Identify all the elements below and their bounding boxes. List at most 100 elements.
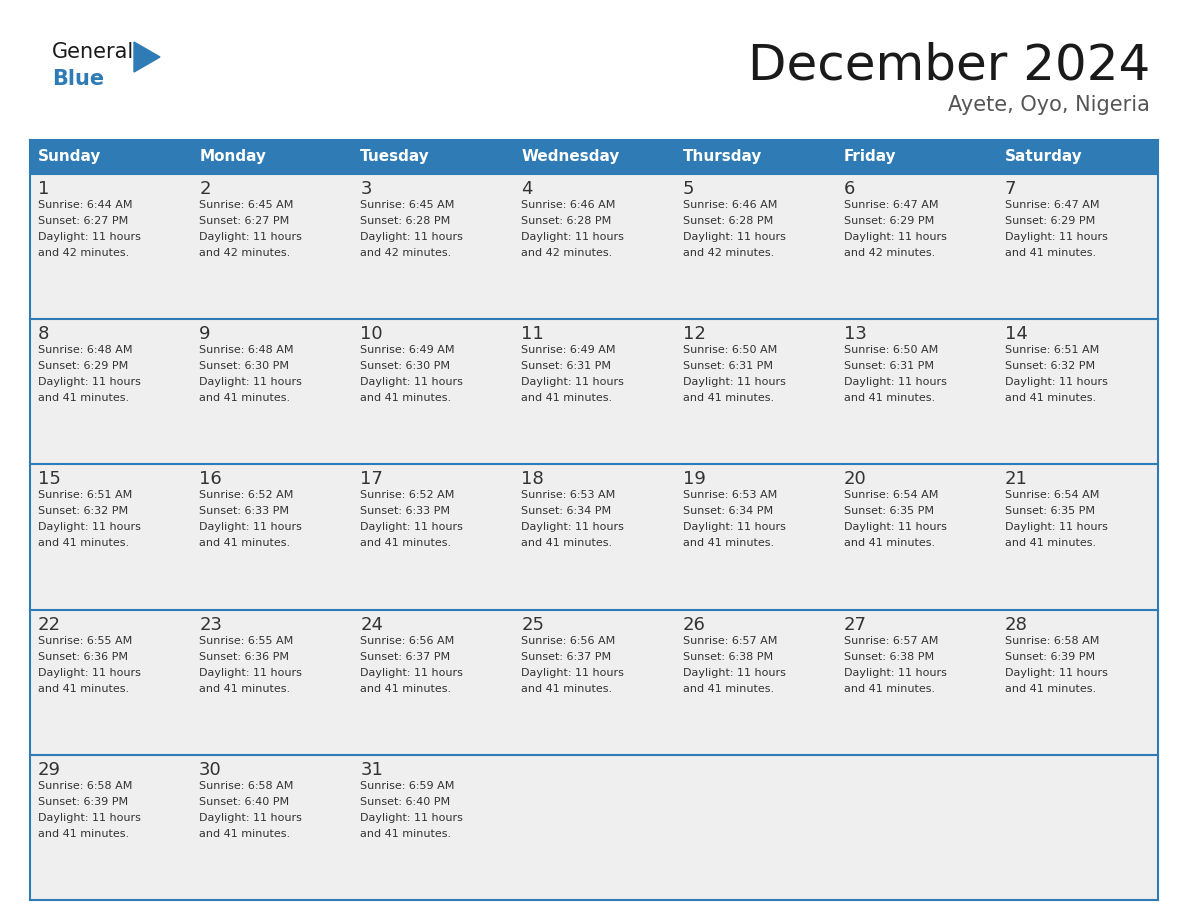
Text: 29: 29	[38, 761, 61, 778]
Text: and 41 minutes.: and 41 minutes.	[38, 538, 129, 548]
Text: Sunset: 6:31 PM: Sunset: 6:31 PM	[522, 361, 612, 371]
Text: Ayete, Oyo, Nigeria: Ayete, Oyo, Nigeria	[948, 95, 1150, 115]
Bar	[30, 755, 1158, 900]
Text: Sunset: 6:34 PM: Sunset: 6:34 PM	[522, 507, 612, 517]
Text: Daylight: 11 hours: Daylight: 11 hours	[522, 377, 625, 387]
Text: Sunrise: 6:49 AM: Sunrise: 6:49 AM	[360, 345, 455, 355]
Text: Daylight: 11 hours: Daylight: 11 hours	[522, 667, 625, 677]
Text: Daylight: 11 hours: Daylight: 11 hours	[843, 667, 947, 677]
Text: Sunday: Sunday	[38, 150, 101, 164]
Text: and 41 minutes.: and 41 minutes.	[843, 538, 935, 548]
Text: Daylight: 11 hours: Daylight: 11 hours	[683, 522, 785, 532]
Text: Sunrise: 6:54 AM: Sunrise: 6:54 AM	[843, 490, 939, 500]
Text: 16: 16	[200, 470, 222, 488]
Text: Sunrise: 6:56 AM: Sunrise: 6:56 AM	[360, 635, 455, 645]
Text: Monday: Monday	[200, 150, 266, 164]
Text: Sunrise: 6:58 AM: Sunrise: 6:58 AM	[1005, 635, 1099, 645]
Text: and 41 minutes.: and 41 minutes.	[38, 684, 129, 694]
Text: Daylight: 11 hours: Daylight: 11 hours	[843, 522, 947, 532]
Text: and 41 minutes.: and 41 minutes.	[1005, 393, 1097, 403]
Text: Daylight: 11 hours: Daylight: 11 hours	[200, 377, 302, 387]
Text: Daylight: 11 hours: Daylight: 11 hours	[38, 812, 141, 823]
Text: Daylight: 11 hours: Daylight: 11 hours	[683, 377, 785, 387]
Text: Sunrise: 6:58 AM: Sunrise: 6:58 AM	[38, 781, 132, 790]
Text: Friday: Friday	[843, 150, 896, 164]
Text: Daylight: 11 hours: Daylight: 11 hours	[1005, 522, 1107, 532]
Text: Sunrise: 6:55 AM: Sunrise: 6:55 AM	[200, 635, 293, 645]
Bar	[30, 319, 1158, 465]
Text: and 42 minutes.: and 42 minutes.	[843, 248, 935, 258]
Text: Sunrise: 6:48 AM: Sunrise: 6:48 AM	[200, 345, 293, 355]
Text: and 41 minutes.: and 41 minutes.	[683, 538, 773, 548]
Text: Sunrise: 6:50 AM: Sunrise: 6:50 AM	[683, 345, 777, 355]
Text: Daylight: 11 hours: Daylight: 11 hours	[360, 232, 463, 242]
Text: Sunrise: 6:52 AM: Sunrise: 6:52 AM	[200, 490, 293, 500]
Text: Sunrise: 6:46 AM: Sunrise: 6:46 AM	[522, 200, 615, 210]
Text: Daylight: 11 hours: Daylight: 11 hours	[38, 232, 141, 242]
Text: and 41 minutes.: and 41 minutes.	[843, 684, 935, 694]
Text: Sunrise: 6:51 AM: Sunrise: 6:51 AM	[1005, 345, 1099, 355]
Text: Sunrise: 6:57 AM: Sunrise: 6:57 AM	[683, 635, 777, 645]
Text: Blue: Blue	[52, 69, 105, 89]
Text: Wednesday: Wednesday	[522, 150, 620, 164]
Text: Daylight: 11 hours: Daylight: 11 hours	[843, 377, 947, 387]
Text: General: General	[52, 42, 134, 62]
Text: Sunrise: 6:56 AM: Sunrise: 6:56 AM	[522, 635, 615, 645]
Text: Sunset: 6:29 PM: Sunset: 6:29 PM	[38, 361, 128, 371]
Text: 13: 13	[843, 325, 866, 343]
Text: and 41 minutes.: and 41 minutes.	[683, 393, 773, 403]
Text: Sunset: 6:36 PM: Sunset: 6:36 PM	[38, 652, 128, 662]
Text: Daylight: 11 hours: Daylight: 11 hours	[360, 667, 463, 677]
Text: 5: 5	[683, 180, 694, 198]
Text: Sunset: 6:40 PM: Sunset: 6:40 PM	[200, 797, 289, 807]
Text: 19: 19	[683, 470, 706, 488]
Text: Sunset: 6:30 PM: Sunset: 6:30 PM	[360, 361, 450, 371]
Text: Sunset: 6:32 PM: Sunset: 6:32 PM	[1005, 361, 1095, 371]
Text: Sunset: 6:31 PM: Sunset: 6:31 PM	[683, 361, 772, 371]
Text: Sunrise: 6:52 AM: Sunrise: 6:52 AM	[360, 490, 455, 500]
Text: and 42 minutes.: and 42 minutes.	[38, 248, 129, 258]
Text: Daylight: 11 hours: Daylight: 11 hours	[1005, 232, 1107, 242]
Text: Daylight: 11 hours: Daylight: 11 hours	[522, 522, 625, 532]
Text: Sunset: 6:33 PM: Sunset: 6:33 PM	[360, 507, 450, 517]
Text: Sunset: 6:29 PM: Sunset: 6:29 PM	[843, 216, 934, 226]
Text: 17: 17	[360, 470, 384, 488]
Text: 15: 15	[38, 470, 61, 488]
Text: Sunset: 6:39 PM: Sunset: 6:39 PM	[1005, 652, 1095, 662]
Text: Sunset: 6:34 PM: Sunset: 6:34 PM	[683, 507, 772, 517]
Text: and 42 minutes.: and 42 minutes.	[683, 248, 773, 258]
Text: Sunset: 6:28 PM: Sunset: 6:28 PM	[683, 216, 773, 226]
Bar	[30, 140, 191, 174]
Text: Sunrise: 6:45 AM: Sunrise: 6:45 AM	[360, 200, 455, 210]
Text: Sunrise: 6:53 AM: Sunrise: 6:53 AM	[683, 490, 777, 500]
Text: Tuesday: Tuesday	[360, 150, 430, 164]
Text: and 42 minutes.: and 42 minutes.	[360, 248, 451, 258]
Text: 14: 14	[1005, 325, 1028, 343]
Text: Sunset: 6:36 PM: Sunset: 6:36 PM	[200, 652, 289, 662]
Text: Sunrise: 6:47 AM: Sunrise: 6:47 AM	[1005, 200, 1099, 210]
Text: Sunrise: 6:45 AM: Sunrise: 6:45 AM	[200, 200, 293, 210]
Bar	[353, 140, 513, 174]
Text: 1: 1	[38, 180, 50, 198]
Text: Daylight: 11 hours: Daylight: 11 hours	[360, 377, 463, 387]
Text: and 41 minutes.: and 41 minutes.	[38, 829, 129, 839]
Text: Sunset: 6:33 PM: Sunset: 6:33 PM	[200, 507, 289, 517]
Text: Sunset: 6:35 PM: Sunset: 6:35 PM	[843, 507, 934, 517]
Text: and 42 minutes.: and 42 minutes.	[522, 248, 613, 258]
Text: and 41 minutes.: and 41 minutes.	[522, 393, 613, 403]
Text: and 41 minutes.: and 41 minutes.	[360, 538, 451, 548]
Text: 22: 22	[38, 616, 61, 633]
Text: Daylight: 11 hours: Daylight: 11 hours	[200, 522, 302, 532]
Text: Sunset: 6:40 PM: Sunset: 6:40 PM	[360, 797, 450, 807]
Bar	[675, 140, 835, 174]
Text: Sunset: 6:35 PM: Sunset: 6:35 PM	[1005, 507, 1095, 517]
Text: Sunset: 6:28 PM: Sunset: 6:28 PM	[360, 216, 450, 226]
Bar	[513, 140, 675, 174]
Bar	[30, 174, 1158, 319]
Text: Daylight: 11 hours: Daylight: 11 hours	[200, 232, 302, 242]
Text: Sunset: 6:31 PM: Sunset: 6:31 PM	[843, 361, 934, 371]
Text: 18: 18	[522, 470, 544, 488]
Text: Sunrise: 6:55 AM: Sunrise: 6:55 AM	[38, 635, 132, 645]
Text: 6: 6	[843, 180, 855, 198]
Text: 3: 3	[360, 180, 372, 198]
